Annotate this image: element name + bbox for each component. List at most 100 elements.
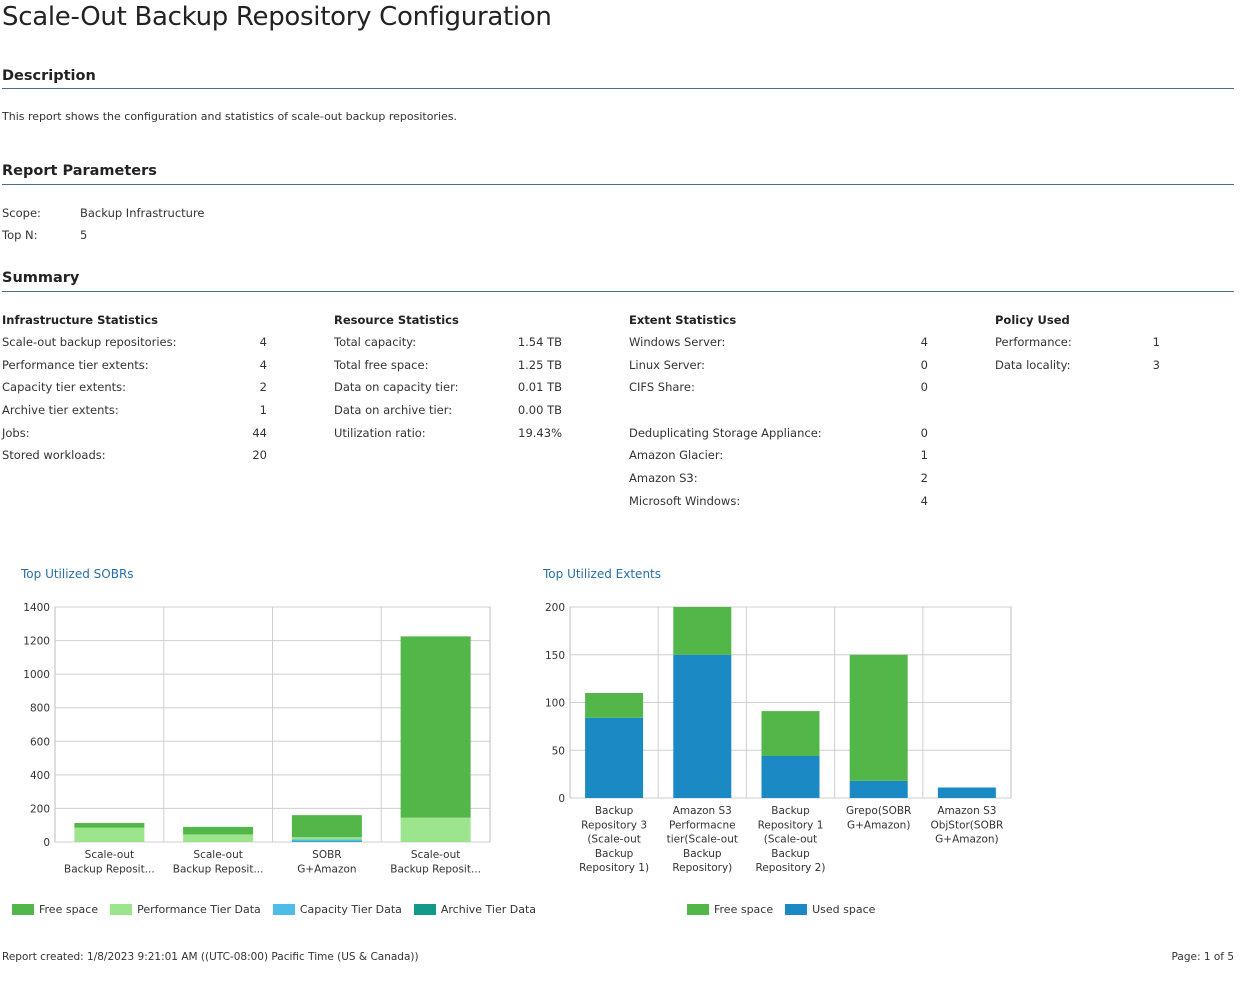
bar-free-space [183,826,254,835]
x-tick-label: G+Amazon) [935,834,998,846]
legend-swatch [272,904,295,915]
stat-value: 0 [920,380,928,394]
bar-used-space [849,780,908,798]
bar-used-space [761,755,820,798]
y-tick-label: 100 [545,698,565,710]
summary-heading: Summary [2,270,80,286]
stat-value: 0 [920,358,928,372]
y-tick-label: 1400 [23,602,50,614]
bar-used-space [673,654,732,798]
param-value: 5 [80,228,88,242]
description-text: This report shows the configuration and … [2,110,458,123]
section-divider [2,88,1234,89]
bar-free-space [849,654,908,781]
stat-label: Amazon S3: [629,471,698,485]
legend-swatch [413,904,436,915]
bar-free-space [761,711,820,756]
stat-value: 20 [252,448,267,462]
stat-value: 4 [259,335,267,349]
x-tick-label: Repository 1) [579,862,649,874]
stat-label: Microsoft Windows: [629,494,741,508]
x-tick-label: SOBR [312,849,341,861]
page-number: Page: 1 of 5 [1171,951,1234,963]
stat-value: 2 [259,380,267,394]
legend-swatch [110,904,133,915]
legend-label: Capacity Tier Data [299,903,402,916]
y-tick-label: 200 [545,602,565,614]
stat-label: Windows Server: [629,335,726,349]
x-tick-label: Scale-out [193,849,242,861]
stat-value: 4 [920,494,928,508]
x-tick-label: Grepo(SOBR [846,805,911,817]
chart-title-extents: Top Utilized Extents [543,567,662,581]
param-label: Top N: [2,228,38,242]
stat-label: Data on capacity tier: [334,380,459,394]
bar-used-space [937,787,996,798]
stat-label: CIFS Share: [629,380,695,394]
chart-title-sobrs: Top Utilized SOBRs [21,567,134,581]
x-tick-label: (Scale-out [764,834,818,846]
policy-heading: Policy Used [995,313,1070,327]
stat-value: 19.43% [518,426,562,440]
stat-label: Linux Server: [629,358,706,372]
bar-capacity-tier-data [291,839,362,842]
y-tick-label: 0 [43,837,50,849]
bar-performance-tier-data [400,817,471,842]
x-tick-label: (Scale-out [587,834,641,846]
top-utilized-extents-chart: 0 50 100 150 200 Backup Repository 3 (Scale-out… [545,602,1012,874]
bar-free-space [74,823,145,828]
legend-item-archive-tier-data: Archive Tier Data [413,903,536,916]
stat-value: 2 [920,471,928,485]
x-tick-label: Scale-out [85,849,134,861]
section-divider [2,184,1234,185]
legend-item-performance-tier-data: Performance Tier Data [110,903,261,916]
x-tick-label: Scale-out [411,849,460,861]
legend-item-free-space: Free space [12,903,98,916]
description-heading: Description [2,68,96,84]
top-utilized-sobrs-chart: 0 200 400 600 800 1000 1200 1400 Scale-out Backup… [23,602,491,875]
extents-chart-legend: Free space Used space [687,903,887,916]
stat-label: Utilization ratio: [334,426,426,440]
stat-label: Data on archive tier: [334,403,453,417]
legend-swatch [785,904,808,915]
stat-label: Amazon Glacier: [629,448,724,462]
bar-performance-tier-data [291,837,362,840]
stat-label: Capacity tier extents: [2,380,127,394]
x-tick-label: Repository 2) [756,862,826,874]
stat-value: 1 [920,448,928,462]
x-tick-label: Repository) [672,862,732,874]
sobrs-chart-legend: Free space Performance Tier Data Capacity … [12,903,548,916]
stat-value: 1 [259,403,267,417]
x-tick-label: Backup [683,848,722,860]
x-tick-label: ObjStor(SOBR [930,819,1003,831]
bar-performance-tier-data [183,834,254,842]
stat-label: Performance: [995,335,1072,349]
y-tick-label: 150 [545,650,565,662]
x-tick-label: Performacne [669,819,736,831]
y-tick-label: 600 [30,736,50,748]
bar-free-space [400,636,471,818]
x-tick-label: G+Amazon [297,863,356,875]
bar-performance-tier-data [74,827,145,842]
y-tick-label: 50 [552,745,565,757]
legend-item-used-space: Used space [785,903,875,916]
section-divider [2,291,1234,292]
legend-label: Performance Tier Data [137,903,261,916]
param-value: Backup Infrastructure [80,206,205,220]
x-tick-label: Repository 3 [581,819,647,831]
x-tick-label: Backup [595,848,634,860]
legend-swatch [687,904,709,915]
x-tick-label: Backup Reposit... [390,863,481,875]
y-tick-label: 0 [558,793,565,805]
stat-label: Stored workloads: [2,448,106,462]
stat-label: Performance tier extents: [2,358,149,372]
stat-label: Total capacity: [334,335,417,349]
infrastructure-stats-heading: Infrastructure Statistics [2,313,159,327]
stat-label: Scale-out backup repositories: [2,335,177,349]
stat-label: Deduplicating Storage Appliance: [629,426,822,440]
x-tick-label: Backup [595,805,634,817]
legend-label: Free space [714,903,774,916]
legend-item-free-space: Free space [687,903,773,916]
x-tick-label: Backup [771,848,810,860]
x-tick-label: G+Amazon) [847,819,910,831]
